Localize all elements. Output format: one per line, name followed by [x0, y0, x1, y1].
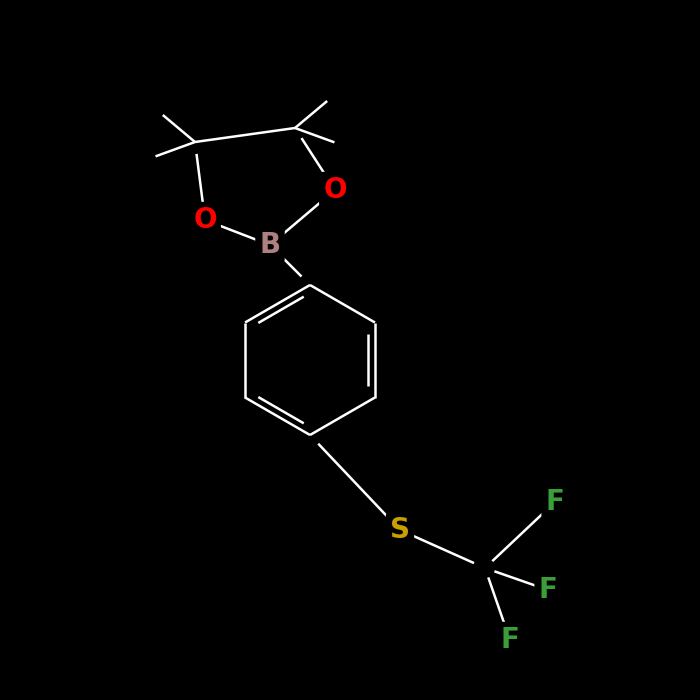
Text: F: F: [545, 488, 564, 516]
Text: S: S: [390, 516, 410, 544]
Text: O: O: [323, 176, 346, 204]
Text: F: F: [538, 576, 557, 604]
Text: B: B: [260, 231, 281, 259]
Text: O: O: [193, 206, 217, 234]
Text: F: F: [500, 626, 519, 654]
